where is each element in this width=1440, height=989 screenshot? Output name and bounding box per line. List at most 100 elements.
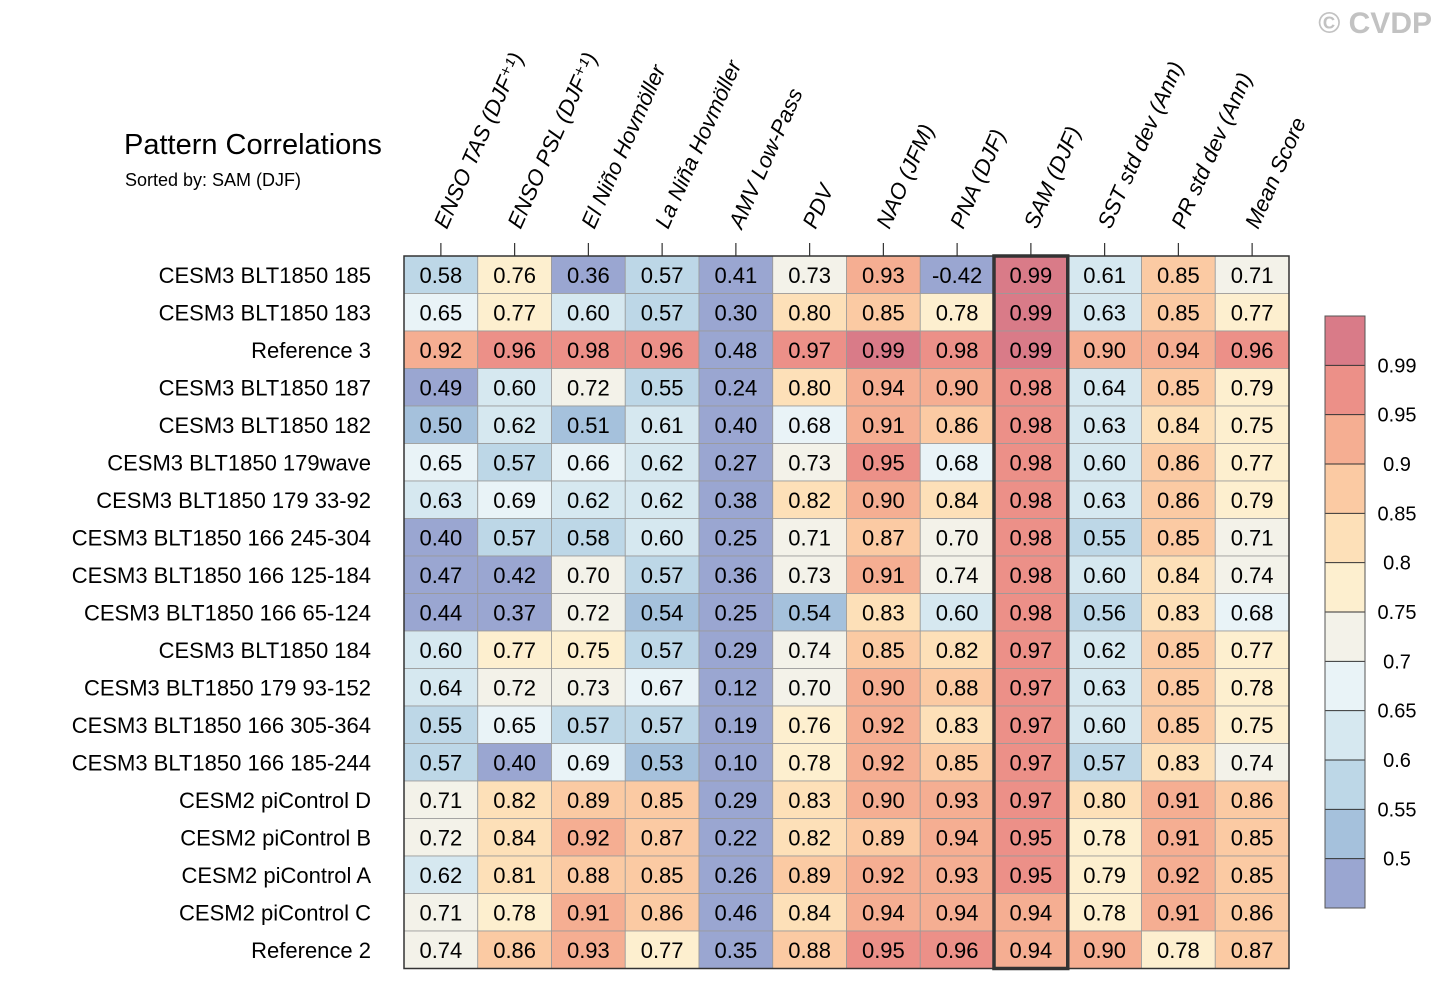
heatmap-cell	[624, 743, 700, 782]
heatmap-cell	[1067, 293, 1142, 332]
heatmap-cell	[919, 405, 995, 444]
cell-value-label: 0.74	[419, 938, 462, 963]
watermark: © CVDP	[1318, 7, 1432, 40]
cell-value-label: 0.85	[1157, 525, 1200, 550]
heatmap-cell	[477, 893, 552, 932]
cell-value-label: 0.92	[419, 338, 462, 363]
heatmap-cell	[919, 443, 995, 482]
heatmap-cell	[551, 330, 626, 369]
heatmap-cell	[993, 443, 1069, 482]
colorbar-segment	[1325, 562, 1365, 612]
heatmap-cell	[919, 780, 995, 819]
row-label: CESM3 BLT1850 183	[159, 300, 371, 325]
cell-value-label: 0.38	[714, 488, 757, 513]
heatmap-cell	[403, 330, 479, 369]
cell-value-label: 0.65	[419, 450, 462, 475]
heatmap-cell	[551, 518, 626, 557]
cell-value-label: 0.36	[567, 263, 610, 288]
cell-value-label: 0.42	[493, 563, 536, 588]
heatmap-cell	[919, 593, 995, 632]
cell-value-label: 0.71	[1231, 525, 1274, 550]
cell-value-label: 0.76	[788, 713, 831, 738]
heatmap-cell	[1214, 293, 1290, 332]
heatmap-cell	[477, 630, 552, 669]
heatmap-cell	[551, 593, 626, 632]
heatmap-cell	[403, 930, 479, 969]
heatmap-cell	[1141, 405, 1216, 444]
cell-value-label: 0.75	[567, 638, 610, 663]
cell-value-label: 0.95	[862, 450, 905, 475]
cell-value-label: 0.86	[1231, 788, 1274, 813]
cell-value-label: 0.97	[788, 338, 831, 363]
cell-value-label: 0.97	[1009, 675, 1052, 700]
heatmap-cell	[772, 630, 847, 669]
cell-value-label: 0.86	[1231, 900, 1274, 925]
cell-value-label: 0.49	[419, 375, 462, 400]
heatmap-cell	[846, 293, 921, 332]
cell-value-label: 0.72	[419, 825, 462, 850]
row-label: Reference 2	[251, 938, 371, 963]
heatmap-cell	[477, 780, 552, 819]
cell-value-label: 0.97	[1009, 713, 1052, 738]
heatmap-cell	[477, 405, 552, 444]
cell-value-label: 0.77	[493, 638, 536, 663]
cell-value-label: 0.96	[1231, 338, 1274, 363]
heatmap-cell	[624, 518, 700, 557]
heatmap-cell	[846, 330, 921, 369]
cell-value-label: 0.78	[936, 300, 979, 325]
cell-value-label: 0.99	[1009, 263, 1052, 288]
cell-value-label: 0.55	[419, 713, 462, 738]
cell-value-label: 0.44	[419, 600, 462, 625]
cell-value-label: 0.60	[1083, 563, 1126, 588]
cell-value-label: 0.71	[788, 525, 831, 550]
cell-value-label: 0.91	[862, 413, 905, 438]
colorbar-segment	[1325, 464, 1365, 514]
cell-value-label: 0.77	[1231, 300, 1274, 325]
colorbar-tick-label: 0.95	[1378, 405, 1417, 427]
heatmap-cell	[477, 330, 552, 369]
heatmap-cell	[919, 630, 995, 669]
row-label: CESM3 BLT1850 184	[159, 638, 371, 663]
heatmap-cell	[919, 255, 995, 294]
cell-value-label: 0.74	[788, 638, 831, 663]
chart-title: Pattern Correlations	[124, 129, 382, 161]
cell-value-label: 0.94	[862, 900, 905, 925]
heatmap-cell	[993, 555, 1069, 594]
heatmap-cell	[846, 480, 921, 519]
heatmap-cell	[772, 405, 847, 444]
cell-value-label: 0.91	[1157, 825, 1200, 850]
column-header: PR std dev (Ann)	[1166, 69, 1257, 232]
cell-value-label: 0.70	[567, 563, 610, 588]
heatmap-cell	[477, 593, 552, 632]
heatmap-cell	[477, 668, 552, 707]
cell-value-label: 0.25	[714, 600, 757, 625]
cell-value-label: 0.91	[862, 563, 905, 588]
cell-value-label: 0.92	[862, 750, 905, 775]
cell-value-label: 0.25	[714, 525, 757, 550]
cell-value-label: 0.72	[493, 675, 536, 700]
cell-value-label: 0.78	[1083, 825, 1126, 850]
cell-value-label: 0.98	[1009, 413, 1052, 438]
cell-value-label: 0.73	[788, 563, 831, 588]
cell-value-label: 0.94	[936, 900, 979, 925]
cell-value-label: 0.75	[1231, 713, 1274, 738]
heatmap-cell	[1141, 630, 1216, 669]
row-label: CESM3 BLT1850 187	[159, 375, 371, 400]
row-label: CESM3 BLT1850 166 125-184	[72, 563, 371, 588]
cell-value-label: 0.60	[641, 525, 684, 550]
cell-value-label: 0.98	[1009, 563, 1052, 588]
cell-value-label: 0.95	[1009, 825, 1052, 850]
cell-value-label: 0.77	[493, 300, 536, 325]
heatmap-cell	[1067, 368, 1142, 407]
cell-value-label: 0.82	[788, 825, 831, 850]
heatmap-cell	[993, 480, 1069, 519]
row-label: CESM2 piControl C	[179, 900, 371, 925]
heatmap-cell	[624, 780, 700, 819]
heatmap-cell	[772, 555, 847, 594]
heatmap-cell	[846, 668, 921, 707]
cell-value-label: 0.40	[493, 750, 536, 775]
cell-value-label: 0.73	[788, 450, 831, 475]
cell-value-label: 0.88	[567, 863, 610, 888]
heatmap-cell	[624, 555, 700, 594]
